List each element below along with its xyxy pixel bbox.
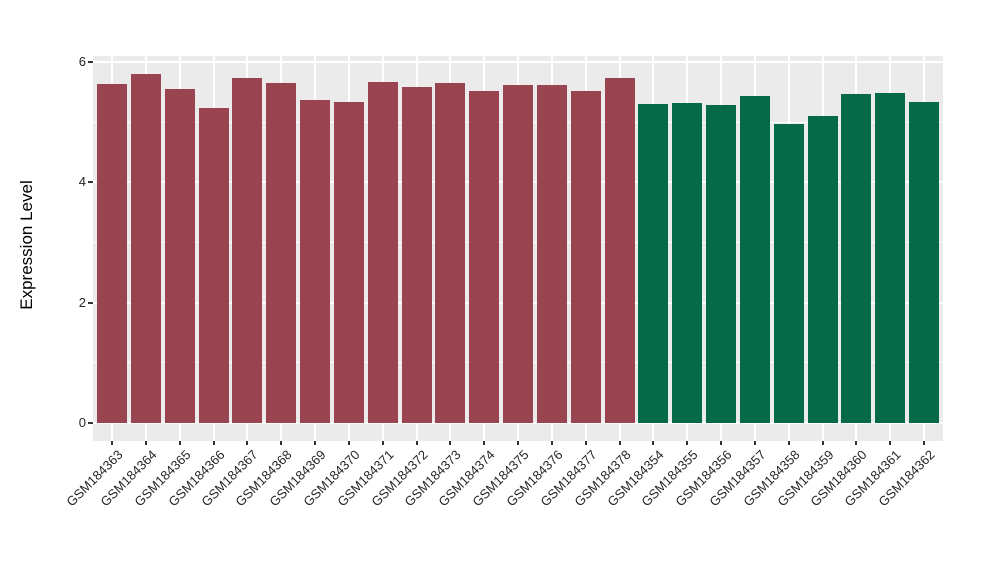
x-tick-mark	[652, 441, 655, 445]
x-tick-mark	[517, 441, 519, 445]
x-tick-mark	[347, 441, 350, 445]
bar-GSM184355	[672, 102, 703, 423]
x-tick-mark	[314, 441, 316, 445]
x-tick-mark	[821, 441, 824, 445]
x-tick-mark	[889, 441, 892, 445]
x-tick-mark	[584, 441, 587, 445]
plot-panel	[93, 56, 943, 441]
x-tick-mark	[923, 441, 925, 445]
bar-GSM184358	[773, 123, 804, 423]
y-tick-label: 0	[78, 415, 86, 430]
bar-GSM184354	[638, 104, 669, 423]
bar-GSM184376	[536, 85, 567, 423]
x-tick-mark	[144, 441, 147, 445]
y-tick-mark	[88, 60, 93, 63]
x-tick-mark	[381, 441, 384, 445]
y-tick-label: 4	[78, 174, 86, 190]
x-tick-mark	[415, 441, 418, 445]
y-tick-label: 2	[78, 294, 86, 310]
y-tick-mark	[88, 301, 93, 304]
bar-GSM184356	[706, 104, 736, 423]
x-tick-mark	[550, 441, 553, 445]
x-tick-mark	[449, 441, 452, 445]
bar-GSM184363	[97, 84, 127, 423]
bar-GSM184375	[503, 84, 533, 423]
y-tick-mark	[88, 181, 93, 184]
bar-GSM184361	[875, 93, 906, 423]
x-tick-mark	[855, 441, 858, 445]
bar-GSM184364	[130, 74, 161, 423]
x-tick-mark	[111, 441, 113, 445]
bar-GSM184377	[570, 90, 601, 423]
bar-GSM184369	[300, 99, 330, 423]
x-tick-mark	[246, 441, 249, 445]
x-tick-mark	[618, 441, 621, 445]
bar-GSM184359	[807, 116, 838, 423]
bar-GSM184367	[232, 78, 263, 423]
bar-GSM184368	[266, 83, 297, 423]
bar-GSM184365	[164, 89, 195, 423]
x-tick-mark	[483, 441, 486, 445]
bar-GSM184360	[841, 94, 872, 423]
bar-GSM184370	[333, 102, 364, 423]
y-tick-mark	[88, 422, 93, 424]
bar-GSM184374	[469, 91, 500, 423]
x-tick-mark	[686, 441, 689, 445]
bar-GSM184357	[739, 96, 770, 423]
bar-GSM184372	[401, 87, 432, 423]
x-tick-mark	[212, 441, 215, 445]
x-tick-mark	[178, 441, 181, 445]
bar-GSM184373	[435, 83, 466, 423]
y-axis-title: Expression Level	[17, 180, 36, 310]
y-tick-label: 6	[78, 53, 86, 69]
x-tick-mark	[280, 441, 283, 445]
x-tick-mark	[753, 441, 756, 445]
x-tick-mark	[720, 441, 722, 445]
bar-GSM184362	[909, 101, 939, 423]
x-tick-mark	[787, 441, 790, 445]
bar-GSM184378	[604, 77, 635, 423]
bar-GSM184366	[198, 107, 229, 423]
bar-GSM184371	[367, 81, 398, 423]
